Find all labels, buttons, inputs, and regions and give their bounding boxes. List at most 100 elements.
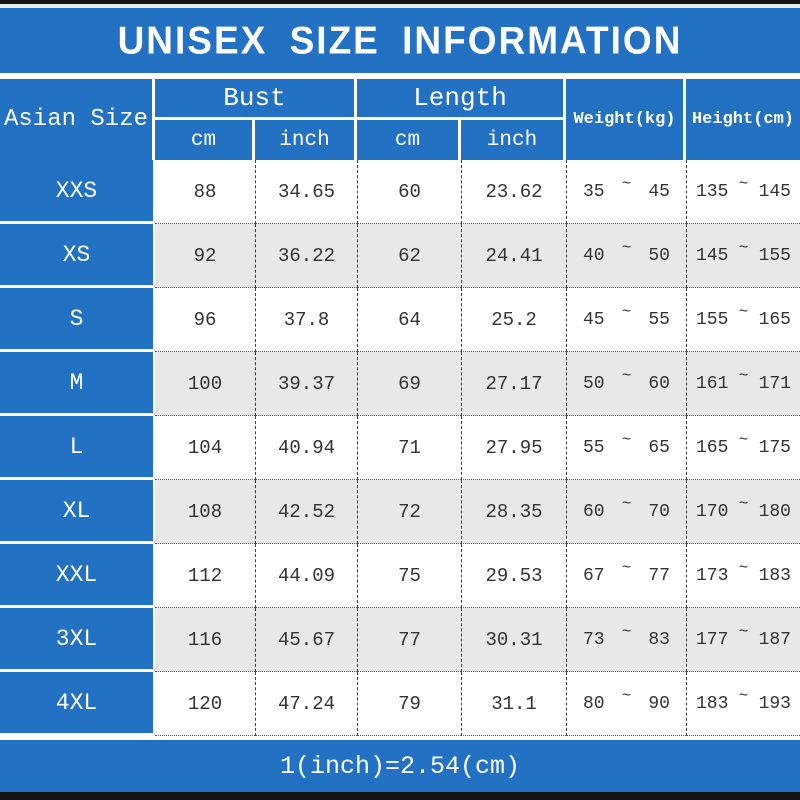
length-cm-cell: 72	[357, 480, 461, 544]
weight-max: 70	[648, 501, 670, 522]
bust-cm-cell: 104	[155, 416, 255, 480]
height-min: 165	[696, 437, 729, 458]
weight-min: 73	[583, 629, 605, 650]
header-bust-subrow: cm inch	[155, 120, 354, 160]
size-label: XXL	[0, 544, 155, 608]
header-group-length: Length cm inch	[357, 79, 566, 160]
height-range-cell: 170 ~180	[686, 480, 800, 544]
height-min: 161	[696, 373, 729, 394]
weight-max: 90	[648, 693, 670, 714]
bust-cm-cell: 108	[155, 480, 255, 544]
table-header: Asian Size Bust cm inch Length cm inch W…	[0, 79, 800, 160]
length-inch-cell: 28.35	[461, 480, 566, 544]
length-inch-cell: 29.53	[461, 544, 566, 608]
tilde: ~	[621, 494, 632, 513]
weight-max: 65	[648, 437, 670, 458]
bust-inch-cell: 42.52	[255, 480, 357, 544]
weight-range-cell: 55 ~65	[566, 416, 686, 480]
height-max: 145	[758, 181, 791, 202]
conversion-note: 1(inch)=2.54(cm)	[279, 751, 521, 781]
tilde: ~	[621, 238, 632, 257]
size-label: 4XL	[0, 672, 155, 736]
weight-max: 60	[648, 373, 670, 394]
height-range-cell: 183 ~193	[686, 672, 800, 736]
size-label: XL	[0, 480, 155, 544]
title-band: UNISEX SIZE INFORMATION	[0, 8, 800, 73]
bottom-black-bar	[0, 792, 800, 800]
size-label: 3XL	[0, 608, 155, 672]
length-inch-cell: 25.2	[461, 288, 566, 352]
weight-max: 45	[648, 181, 670, 202]
weight-range-cell: 40 ~50	[566, 224, 686, 288]
bust-inch-cell: 44.09	[255, 544, 357, 608]
weight-range-cell: 50 ~60	[566, 352, 686, 416]
tilde: ~	[738, 366, 749, 385]
length-cm-cell: 77	[357, 608, 461, 672]
weight-range-cell: 67 ~77	[566, 544, 686, 608]
header-bust-label: Bust	[155, 79, 354, 120]
bust-inch-cell: 47.24	[255, 672, 357, 736]
weight-min: 50	[583, 373, 605, 394]
length-inch-cell: 31.1	[461, 672, 566, 736]
length-inch-cell: 23.62	[461, 160, 566, 224]
top-black-bar	[0, 0, 800, 4]
header-weight: Weight(kg)	[566, 79, 686, 160]
table-row-xs: XS 92 36.22 62 24.41 40 ~50 145 ~155	[0, 224, 800, 288]
header-length-label: Length	[357, 79, 563, 120]
tilde: ~	[621, 174, 632, 193]
height-max: 171	[758, 373, 791, 394]
height-range-cell: 177 ~187	[686, 608, 800, 672]
height-min: 145	[696, 245, 729, 266]
tilde: ~	[621, 430, 632, 449]
length-cm-cell: 60	[357, 160, 461, 224]
table-row-xxs: XXS 88 34.65 60 23.62 35 ~45 135 ~145	[0, 160, 800, 224]
tilde: ~	[738, 302, 749, 321]
weight-max: 50	[648, 245, 670, 266]
table-row-xl: XL 108 42.52 72 28.35 60 ~70 170 ~180	[0, 480, 800, 544]
tilde: ~	[738, 494, 749, 513]
tilde: ~	[738, 238, 749, 257]
bust-inch-cell: 34.65	[255, 160, 357, 224]
table-row-m: M 100 39.37 69 27.17 50 ~60 161 ~171	[0, 352, 800, 416]
length-cm-cell: 75	[357, 544, 461, 608]
header-length-subrow: cm inch	[357, 120, 563, 160]
size-label: XXS	[0, 160, 155, 224]
height-max: 175	[758, 437, 791, 458]
header-group-bust: Bust cm inch	[155, 79, 357, 160]
tilde: ~	[621, 558, 632, 577]
bust-cm-cell: 116	[155, 608, 255, 672]
weight-range-cell: 45 ~55	[566, 288, 686, 352]
tilde: ~	[738, 686, 749, 705]
height-range-cell: 145 ~155	[686, 224, 800, 288]
table-row-xxl: XXL 112 44.09 75 29.53 67 ~77 173 ~183	[0, 544, 800, 608]
weight-min: 45	[583, 309, 605, 330]
bust-inch-cell: 40.94	[255, 416, 357, 480]
header-bust-cm: cm	[155, 120, 255, 160]
length-inch-cell: 27.17	[461, 352, 566, 416]
tilde: ~	[621, 302, 632, 321]
bust-cm-cell: 120	[155, 672, 255, 736]
tilde: ~	[621, 622, 632, 641]
weight-max: 83	[648, 629, 670, 650]
length-cm-cell: 69	[357, 352, 461, 416]
height-min: 170	[696, 501, 729, 522]
table-row-3xl: 3XL 116 45.67 77 30.31 73 ~83 177 ~187	[0, 608, 800, 672]
header-length-cm: cm	[357, 120, 461, 160]
height-range-cell: 165 ~175	[686, 416, 800, 480]
tilde: ~	[621, 686, 632, 705]
footer-divider	[0, 736, 800, 740]
table-row-4xl: 4XL 120 47.24 79 31.1 80 ~90 183 ~193	[0, 672, 800, 736]
weight-min: 55	[583, 437, 605, 458]
page-title: UNISEX SIZE INFORMATION	[117, 18, 683, 62]
height-min: 135	[696, 181, 729, 202]
height-max: 180	[758, 501, 791, 522]
bust-cm-cell: 100	[155, 352, 255, 416]
top-light-strip	[0, 4, 800, 8]
weight-range-cell: 35 ~45	[566, 160, 686, 224]
weight-max: 77	[648, 565, 670, 586]
height-range-cell: 155 ~165	[686, 288, 800, 352]
bust-inch-cell: 45.67	[255, 608, 357, 672]
weight-min: 40	[583, 245, 605, 266]
length-inch-cell: 30.31	[461, 608, 566, 672]
tilde: ~	[738, 430, 749, 449]
